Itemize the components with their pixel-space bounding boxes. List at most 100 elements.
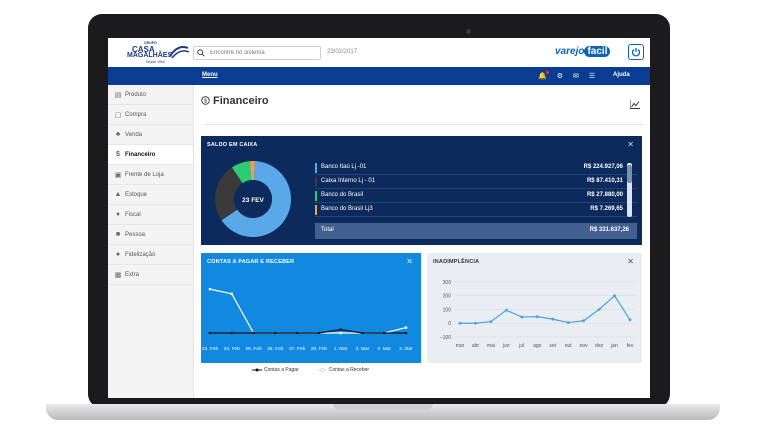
- legend-item-receber[interactable]: Contas a Receber: [316, 367, 370, 373]
- sidebar-item-frente-de-loja[interactable]: ▣ Frente de Loja: [108, 165, 193, 185]
- account-value: R$ 7.269,65: [590, 206, 623, 212]
- account-name: Banco do Brasil Lj3: [321, 206, 373, 212]
- saldo-caixa-panel: SALDO EM CAIXA ✕ 23 FEV Banco Itaú Lj -0…: [201, 136, 642, 245]
- search-box[interactable]: [193, 46, 321, 60]
- search-input[interactable]: [210, 48, 318, 58]
- gear-icon[interactable]: ⚙: [556, 73, 563, 80]
- power-icon: [631, 48, 641, 57]
- sidebar-item-compra[interactable]: ▢ Compra: [108, 105, 193, 125]
- data-point: [295, 331, 299, 335]
- x-tick-label: jun: [502, 343, 510, 349]
- legend-label-pagar: Contas a Pagar: [264, 367, 299, 373]
- x-tick-label: 26. Feb: [267, 346, 284, 352]
- bell-icon[interactable]: 🔔: [538, 71, 549, 80]
- x-tick-label: out: [565, 343, 573, 349]
- brand-part2: facil: [584, 46, 611, 57]
- sidebar-item-pessoa[interactable]: ■ Pessoa: [108, 225, 193, 245]
- menu-button[interactable]: Menu: [202, 72, 218, 78]
- help-button[interactable]: Ajuda: [613, 72, 630, 78]
- tree-icon[interactable]: ☰: [588, 73, 596, 80]
- close-icon[interactable]: ✕: [627, 140, 634, 149]
- inadimplencia-panel: INADIMPLÊNCIA ✕ −100 0 100 200 300 mar abr mai j…: [427, 253, 642, 363]
- group-icon: ●: [115, 251, 121, 258]
- cart-icon: ♣: [115, 131, 121, 138]
- laptop-base: [46, 404, 720, 420]
- data-point: [230, 292, 234, 296]
- table-row[interactable]: Banco do Brasil R$ 27.880,00: [315, 189, 637, 203]
- data-point: [520, 315, 524, 319]
- logo-line1: CASA: [132, 45, 155, 54]
- data-point: [317, 331, 321, 335]
- main-navbar: Menu 🔔 ⚙ ✉ ☰ Ajuda: [108, 67, 650, 85]
- table-row[interactable]: Caixa Interno Lj - 01 R$ 87.410,31: [315, 175, 637, 189]
- legend-label-receber: Contas a Receber: [328, 367, 370, 373]
- sidebar-item-label: Produto: [125, 91, 147, 98]
- x-tick-label: ago: [533, 343, 542, 349]
- data-point: [382, 331, 386, 335]
- sidebar-item-fiscal[interactable]: ♦ Fiscal: [108, 205, 193, 225]
- logo-line2: MAGALHÃES: [127, 52, 173, 59]
- data-point: [252, 331, 255, 335]
- close-icon[interactable]: ✕: [627, 257, 634, 266]
- table-row[interactable]: Banco Itaú Lj -01 R$ 224.927,06: [315, 161, 637, 175]
- x-tick-label: 28. Feb: [311, 346, 328, 352]
- sidebar-item-produto[interactable]: ▤ Produto: [108, 85, 193, 105]
- saldo-caixa-title: SALDO EM CAIXA: [207, 142, 258, 148]
- x-tick-label: jan: [610, 343, 618, 349]
- contas-legend: Contas a Pagar Contas a Receber: [252, 367, 369, 373]
- logo-line3: Desde 1964: [146, 60, 165, 64]
- sidebar-item-venda[interactable]: ♣ Venda: [108, 125, 193, 145]
- dollar-circle-icon: $: [201, 96, 210, 105]
- inadimplencia-line-chart: −100 0 100 200 300 mar abr mai jun jul ago set out no…: [440, 280, 635, 349]
- account-color-bar: [315, 177, 317, 187]
- close-icon[interactable]: ✕: [406, 257, 413, 266]
- sidebar-item-financeiro[interactable]: $ Financeiro: [108, 145, 193, 165]
- data-point: [489, 320, 493, 323]
- dollar-icon: $: [116, 151, 120, 158]
- current-date: 23/02/2017: [327, 49, 358, 55]
- scrollbar-thumb[interactable]: [627, 165, 632, 183]
- data-point: [474, 321, 477, 325]
- account-name: Banco Itaú Lj -01: [321, 164, 367, 170]
- accounts-scrollbar[interactable]: [627, 163, 632, 217]
- laptop-notch: [333, 404, 433, 410]
- grid-icon: ▦: [114, 271, 122, 279]
- sidebar-item-label: Fidelização: [125, 251, 156, 258]
- message-icon[interactable]: ✉: [573, 73, 579, 80]
- sidebar-item-label: Estoque: [125, 191, 148, 198]
- donut-center-label: 23 FEV: [242, 197, 264, 204]
- total-label: Total: [321, 227, 334, 233]
- sidebar-item-estoque[interactable]: ▲ Estoque: [108, 185, 193, 205]
- person-icon: ■: [115, 231, 121, 238]
- data-point: [230, 331, 234, 335]
- sidebar-item-label: Venda: [125, 131, 143, 138]
- donut-slice: [249, 161, 255, 181]
- y-tick-label: −100: [440, 335, 451, 341]
- account-name: Banco do Brasil: [321, 192, 364, 198]
- account-color-bar: [315, 205, 317, 215]
- svg-text:$: $: [204, 99, 207, 105]
- x-tick-label: 2. Mar: [356, 346, 370, 352]
- legend-item-pagar[interactable]: Contas a Pagar: [252, 367, 299, 373]
- x-tick-label: 3. Mar: [377, 346, 391, 352]
- top-bar: GRUPO CASA MAGALHÃES Desde 1964 23/02/20…: [108, 38, 650, 67]
- sidebar-item-fidelizacao[interactable]: ● Fidelização: [108, 245, 193, 265]
- table-row[interactable]: Banco do Brasil Lj3 R$ 7.269,65: [315, 203, 637, 217]
- sidebar-item-extra[interactable]: ▦ Extra: [108, 265, 193, 285]
- search-icon: [197, 49, 205, 57]
- x-tick-label: mar: [456, 343, 465, 349]
- varejofacil-brand: varejo facil: [555, 46, 611, 57]
- sidebar-item-label: Pessoa: [125, 231, 146, 238]
- donut-slice: [231, 161, 252, 184]
- legend-marker-pagar: [252, 368, 262, 372]
- x-tick-label: abr: [472, 343, 480, 349]
- data-point: [628, 318, 632, 322]
- line-chart-icon[interactable]: [630, 100, 640, 109]
- series-line: [460, 294, 631, 324]
- account-value: R$ 87.410,31: [586, 178, 623, 184]
- main-content: $ Financeiro SALDO EM CAIXA ✕ 23 FEV Ban…: [194, 85, 650, 398]
- casa-magalhaes-logo[interactable]: GRUPO CASA MAGALHÃES Desde 1964: [122, 41, 194, 64]
- power-button[interactable]: [628, 44, 644, 60]
- contas-title: CONTAS A PAGAR E RECEBER: [207, 259, 295, 265]
- sidebar-item-label: Extra: [125, 271, 140, 278]
